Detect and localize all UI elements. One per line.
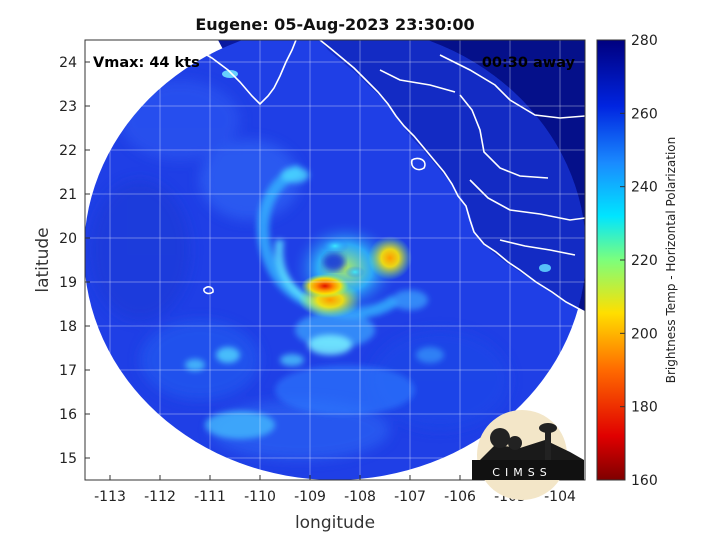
y-tick-label: 21: [59, 187, 77, 203]
x-tick-label: -112: [144, 489, 176, 505]
y-axis-label: latitude: [33, 227, 53, 292]
colorbar-tick-label: 160: [631, 473, 658, 489]
colorbar-tick-label: 220: [631, 253, 658, 269]
y-tick-label: 17: [59, 363, 77, 379]
y-tick-label: 23: [59, 99, 77, 115]
y-tick-label: 24: [59, 55, 77, 71]
x-axis-label: longitude: [295, 513, 375, 533]
grid-lines: [85, 40, 585, 480]
x-tick-label: -104: [544, 489, 576, 505]
x-tick-label: -113: [94, 489, 126, 505]
colorbar-tick-label: 260: [631, 106, 658, 122]
x-tick-label: -106: [444, 489, 476, 505]
colorbar-tick-label: 240: [631, 180, 658, 196]
y-tick-label: 20: [59, 231, 77, 247]
colorbar-tick-label: 200: [631, 326, 658, 342]
x-axis: -113-112-111-110-109-108-107-106-105-104: [94, 475, 576, 505]
y-tick-label: 22: [59, 143, 77, 159]
cimss-logo-text: CIMSS: [492, 466, 551, 479]
y-tick-label: 18: [59, 319, 77, 335]
figure-title: Eugene: 05-Aug-2023 23:30:00: [195, 15, 474, 34]
satellite-swath: [85, 40, 585, 480]
coastline: [179, 40, 585, 313]
x-tick-label: -107: [394, 489, 426, 505]
y-tick-label: 16: [59, 407, 77, 423]
x-tick-label: -108: [344, 489, 376, 505]
time-away-label: 00:30 away: [482, 55, 576, 71]
colorbar-label: Brightness Temp - Horizontal Polarizatio…: [664, 137, 678, 384]
map-area: [85, 40, 585, 480]
axes-frame: [84, 39, 586, 481]
vmax-label: Vmax: 44 kts: [93, 55, 200, 71]
cimss-logo: CIMSS: [472, 410, 584, 500]
y-axis: 15 16 17 18 19 20 21 22 23 24: [59, 55, 90, 467]
colorbar-tick-label: 180: [631, 400, 658, 416]
colorbar: 160 180 200 220 240 260 280 Brightness Temp - …: [596, 33, 678, 489]
colorbar-tick-label: 280: [631, 33, 658, 49]
x-tick-label: -110: [244, 489, 276, 505]
y-tick-label: 19: [59, 275, 77, 291]
x-tick-label: -109: [294, 489, 326, 505]
y-tick-label: 15: [59, 451, 77, 467]
x-tick-label: -111: [194, 489, 226, 505]
